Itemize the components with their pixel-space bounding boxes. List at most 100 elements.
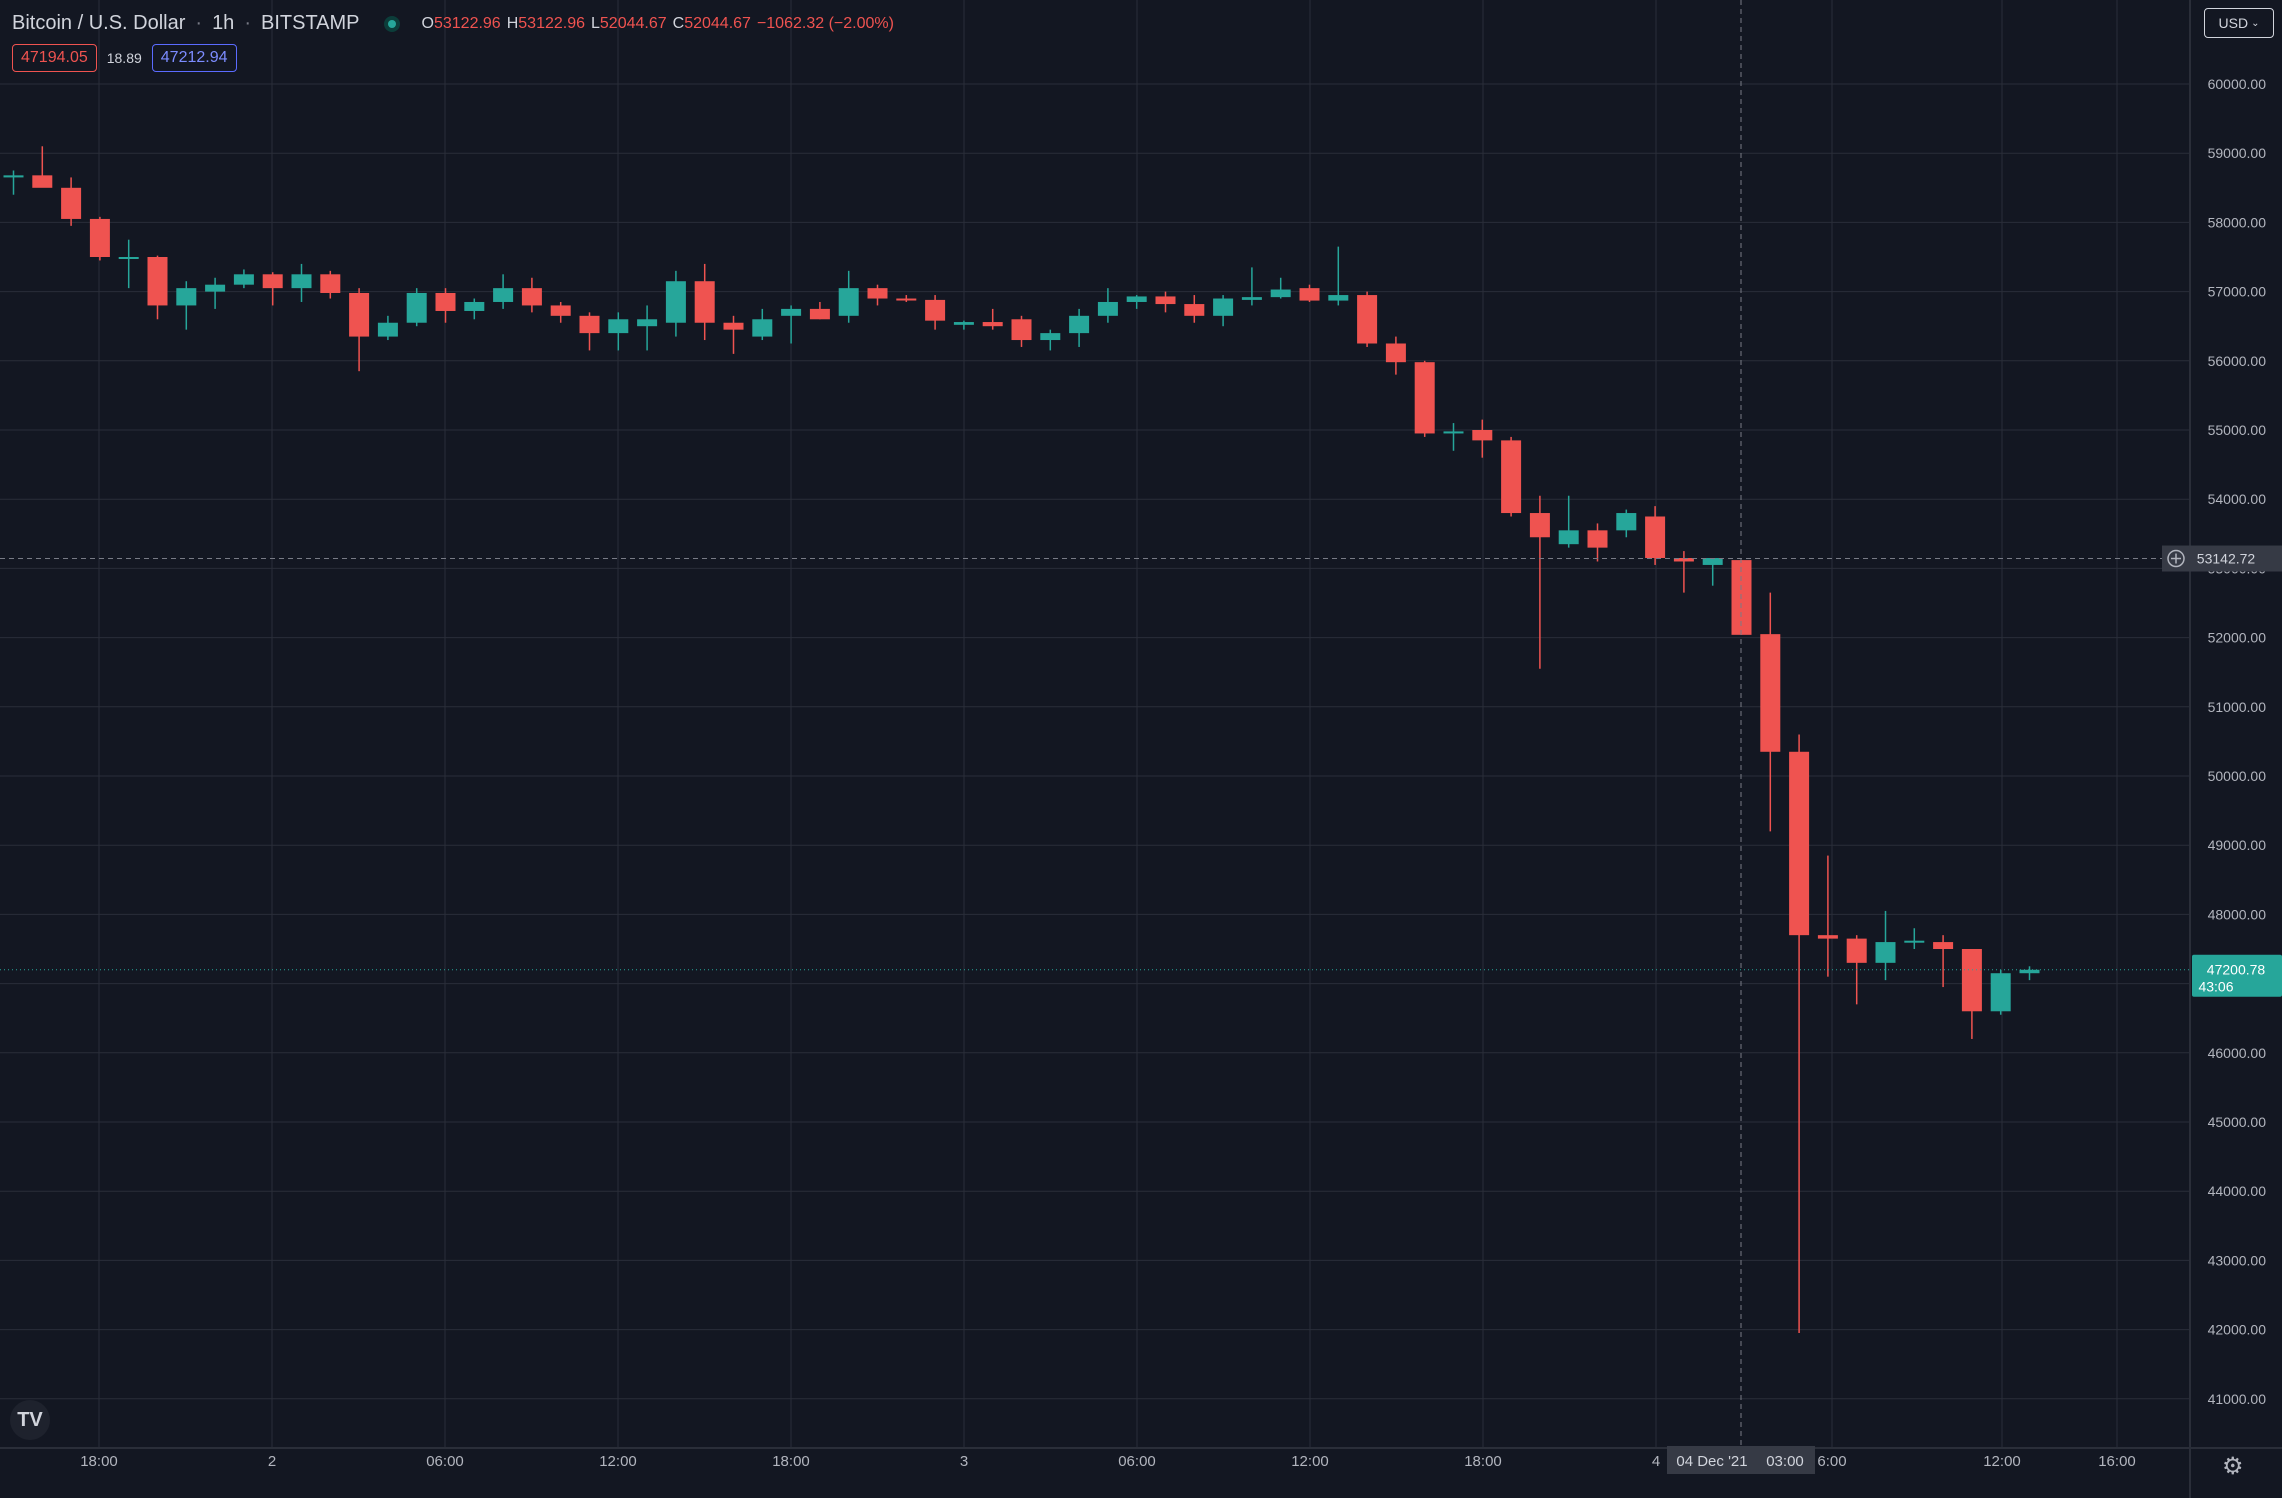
candle-body bbox=[637, 319, 658, 327]
time-tick-label: 4 bbox=[1652, 1453, 1660, 1470]
tradingview-logo-icon[interactable]: TV bbox=[10, 1400, 50, 1440]
candle-body bbox=[176, 288, 197, 306]
candle-body bbox=[205, 284, 226, 292]
candle-body bbox=[1040, 333, 1061, 341]
candle-body bbox=[1184, 304, 1205, 316]
time-tick-label: 16:00 bbox=[2098, 1453, 2136, 1470]
currency-button[interactable]: USD ⌄ bbox=[2204, 8, 2274, 38]
candle-body bbox=[694, 281, 715, 323]
price-axis: 41000.00 42000.00 43000.00 44000.00 45000.00… bbox=[2162, 76, 2282, 1407]
candle-body bbox=[1155, 296, 1176, 305]
time-tick-label: 3 bbox=[960, 1453, 968, 1470]
candle-body bbox=[1558, 530, 1579, 545]
candle-body bbox=[233, 274, 254, 285]
candle-body bbox=[1414, 362, 1435, 434]
open-value: 53122.96 bbox=[433, 14, 501, 32]
candle-body bbox=[838, 288, 859, 316]
trade-buttons: 47194.05 18.89 47212.94 bbox=[12, 44, 237, 72]
gear-icon[interactable]: ⚙ bbox=[2222, 1453, 2244, 1480]
crosshair-price-box bbox=[2162, 545, 2282, 572]
sell-button[interactable]: 47194.05 bbox=[12, 44, 97, 72]
time-tick-label: 6:00 bbox=[1817, 1453, 1846, 1470]
candle-body bbox=[89, 218, 110, 257]
price-tick-label: 44000.00 bbox=[2208, 1183, 2267, 1199]
last-price-label: 47200.78 bbox=[2207, 962, 2266, 978]
last-price-box bbox=[2192, 954, 2282, 997]
price-tick-label: 49000.00 bbox=[2208, 837, 2267, 853]
candle-body bbox=[1760, 634, 1781, 752]
change-value: −1062.32 (−2.00%) bbox=[756, 14, 894, 32]
candle-body bbox=[464, 301, 485, 311]
candle-body bbox=[579, 315, 600, 334]
close-value: 52044.67 bbox=[684, 14, 751, 32]
candle-body bbox=[1126, 296, 1147, 302]
price-tick-label: 43000.00 bbox=[2208, 1252, 2267, 1268]
candle-body bbox=[406, 292, 427, 323]
candle-body bbox=[2019, 969, 2040, 974]
price-tick-label: 57000.00 bbox=[2208, 284, 2267, 300]
candle-body bbox=[1961, 949, 1982, 1012]
candle-body bbox=[521, 288, 542, 306]
exchange-label: BITSTAMP bbox=[260, 12, 360, 34]
candle-body bbox=[32, 175, 53, 188]
time-tick-label: 2 bbox=[268, 1453, 276, 1470]
spread-value: 18.89 bbox=[106, 50, 142, 66]
buy-button[interactable]: 47212.94 bbox=[151, 44, 237, 72]
candle-body bbox=[1011, 319, 1032, 341]
candle-body bbox=[1846, 938, 1867, 963]
candle-body bbox=[1357, 295, 1378, 344]
ohlc-values: O53122.96 H53122.96 L52044.67 C52044.67 … bbox=[421, 14, 894, 32]
candle-body bbox=[1472, 430, 1493, 441]
time-tick-label: 18:00 bbox=[80, 1453, 118, 1470]
crosshair-date-label: 04 Dec '21 bbox=[1676, 1453, 1747, 1470]
price-tick-label: 41000.00 bbox=[2208, 1391, 2267, 1407]
price-tick-label: 48000.00 bbox=[2208, 906, 2267, 922]
time-tick-label: 12:00 bbox=[1983, 1453, 2021, 1470]
candle-body bbox=[1616, 513, 1637, 531]
time-tick-label: 06:00 bbox=[1118, 1453, 1156, 1470]
add-alert-icon bbox=[2167, 549, 2185, 568]
candle-body bbox=[1875, 942, 1896, 963]
market-status-icon bbox=[383, 15, 400, 32]
candle-body bbox=[1501, 440, 1522, 514]
candle-body bbox=[1097, 301, 1118, 316]
interval-label[interactable]: 1h bbox=[212, 12, 235, 34]
price-tick-label: 45000.00 bbox=[2208, 1114, 2267, 1130]
chart-legend: Bitcoin / U.S. Dollar · 1h · BITSTAMP O5… bbox=[12, 12, 894, 34]
candle-body bbox=[291, 274, 312, 289]
price-tick-label: 50000.00 bbox=[2208, 768, 2267, 784]
candle-body bbox=[925, 299, 946, 321]
candle-body bbox=[1443, 431, 1464, 434]
candle-body bbox=[377, 322, 398, 337]
candle-body bbox=[1241, 297, 1262, 300]
candle-body bbox=[953, 322, 974, 325]
price-tick-label: 46000.00 bbox=[2208, 1045, 2267, 1061]
candle-body bbox=[1385, 343, 1406, 363]
candle-body bbox=[118, 257, 139, 259]
candle-body bbox=[320, 274, 341, 293]
candle-body bbox=[1529, 513, 1550, 538]
candle-body bbox=[752, 319, 773, 337]
price-tick-label: 56000.00 bbox=[2208, 353, 2267, 369]
price-tick-label: 58000.00 bbox=[2208, 214, 2267, 230]
chevron-down-icon: ⌄ bbox=[2251, 17, 2260, 29]
symbol-name[interactable]: Bitcoin / U.S. Dollar bbox=[12, 12, 186, 34]
time-tick-label: 12:00 bbox=[599, 1453, 637, 1470]
candle-body bbox=[3, 175, 24, 178]
price-tick-label: 54000.00 bbox=[2208, 491, 2267, 507]
candle-body bbox=[1069, 315, 1090, 334]
candle-body bbox=[262, 274, 283, 289]
candle-body bbox=[608, 319, 629, 334]
chart-overlay bbox=[0, 0, 2190, 1448]
candle-body bbox=[1789, 751, 1810, 936]
candle-body bbox=[1702, 558, 1723, 565]
countdown-label: 43:06 bbox=[2198, 979, 2233, 995]
candle-body bbox=[493, 288, 514, 302]
candle-body bbox=[1587, 530, 1608, 548]
candle-body bbox=[809, 308, 830, 320]
high-value: 53122.96 bbox=[518, 14, 585, 32]
candle-body bbox=[147, 257, 168, 306]
price-tick-label: 52000.00 bbox=[2208, 630, 2267, 646]
candle-body bbox=[1817, 935, 1838, 939]
